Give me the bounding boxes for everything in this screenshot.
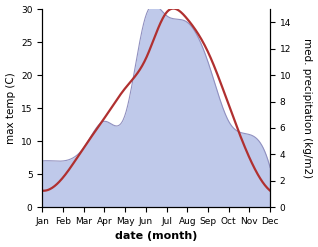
Y-axis label: med. precipitation (kg/m2): med. precipitation (kg/m2) [302,38,313,178]
Y-axis label: max temp (C): max temp (C) [5,72,16,144]
X-axis label: date (month): date (month) [115,231,197,242]
